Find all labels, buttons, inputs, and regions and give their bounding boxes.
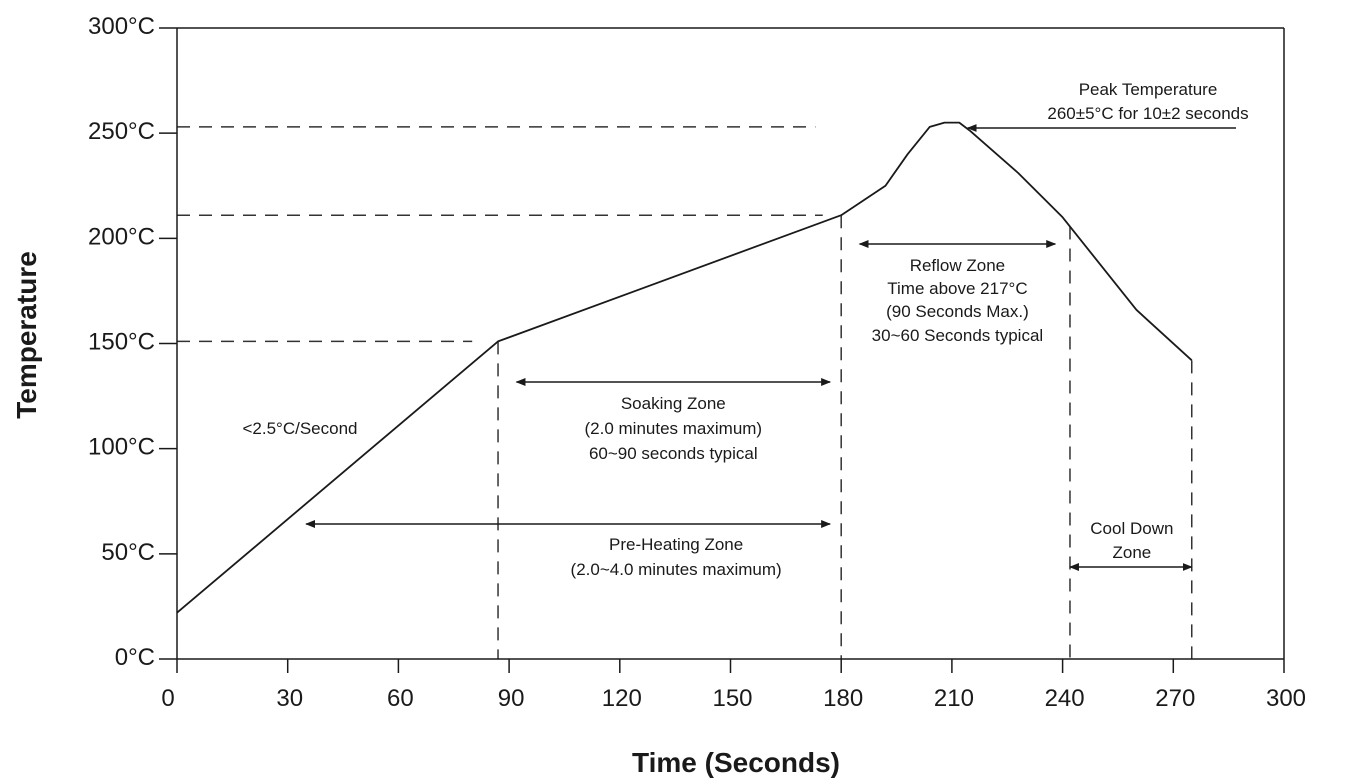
y-tick-label: 250°C (88, 118, 155, 145)
slope-annotation: <2.5°C/Second (242, 419, 357, 438)
x-tick-label: 240 (1045, 685, 1085, 712)
soaking-zone-label: 60~90 seconds typical (589, 444, 758, 463)
reflow-zone-label: (90 Seconds Max.) (886, 302, 1029, 321)
zone-annotations: Pre-Heating Zone (2.0~4.0 minutes maximum… (305, 124, 1236, 579)
x-tick-label: 210 (934, 685, 974, 712)
x-tick-label: 90 (498, 685, 525, 712)
x-tick-label: 30 (276, 685, 303, 712)
reflow-zone-label: 30~60 Seconds typical (872, 326, 1044, 345)
y-tick-label: 50°C (101, 539, 155, 566)
y-tick-label: 300°C (88, 13, 155, 40)
x-tick-label: 60 (387, 685, 414, 712)
temperature-curve (176, 121, 1193, 614)
y-tick-label: 0°C (115, 644, 155, 671)
pre-heating-zone-label: (2.0~4.0 minutes maximum) (571, 560, 782, 579)
x-tick-label: 300 (1266, 685, 1306, 712)
ticks: 0 30 60 90 120 150 180 210 240 270 300 0°C 50°C 100°C… (88, 13, 1306, 712)
peak-annotation-line-2: 260±5°C for 10±2 seconds (1047, 104, 1248, 123)
x-tick-label: 0 (161, 685, 174, 712)
x-tick-label: 150 (712, 685, 752, 712)
cool-down-zone-label: Zone (1112, 543, 1151, 562)
x-tick-label: 270 (1155, 685, 1195, 712)
y-tick-label: 100°C (88, 434, 155, 461)
pre-heating-zone-label: Pre-Heating Zone (609, 535, 743, 554)
annotations: <2.5°C/Second Peak Temperature 260±5°C f… (242, 80, 1248, 438)
peak-annotation-line-1: Peak Temperature (1079, 80, 1218, 99)
reflow-zone-label: Reflow Zone (910, 256, 1005, 275)
soaking-zone-label: Soaking Zone (621, 394, 726, 413)
x-axis-title: Time (Seconds) (632, 747, 840, 778)
x-tick-label: 180 (823, 685, 863, 712)
temperature-curve-group (176, 121, 1193, 614)
reflow-zone-label: Time above 217°C (887, 279, 1027, 298)
soaking-zone-label: (2.0 minutes maximum) (585, 419, 763, 438)
x-tick-label: 120 (602, 685, 642, 712)
reference-lines (177, 126, 1193, 659)
y-tick-label: 150°C (88, 329, 155, 356)
y-tick-label: 200°C (88, 223, 155, 250)
y-axis-title: Temperature (11, 251, 42, 419)
cool-down-zone-label: Cool Down (1090, 519, 1173, 538)
